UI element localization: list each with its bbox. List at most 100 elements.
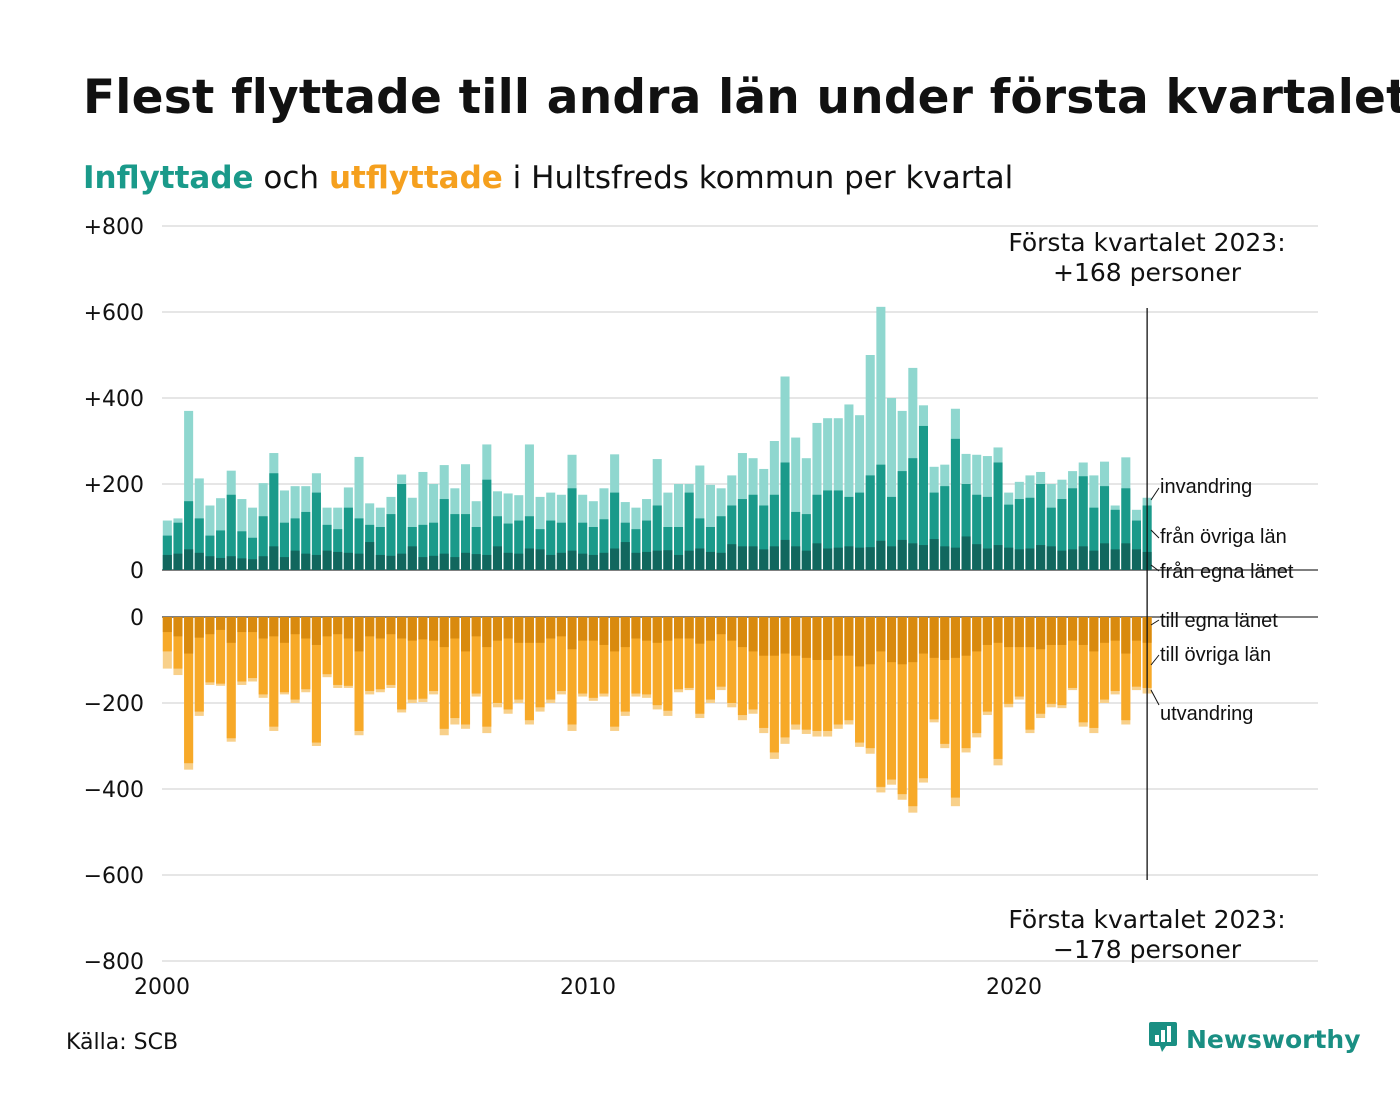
bar-invandring xyxy=(184,410,194,570)
bar-till-ovriga-lan xyxy=(343,617,353,686)
bar-till-egna-lanet xyxy=(503,617,513,639)
bar-till-egna-lanet xyxy=(269,617,279,637)
bar-fran-ovriga-lan xyxy=(748,494,758,570)
bar-invandring xyxy=(876,306,886,570)
bar-till-ovriga-lan xyxy=(1110,617,1120,691)
bar-fran-egna-lanet xyxy=(695,548,705,570)
bar-till-egna-lanet xyxy=(375,617,385,639)
bar-till-egna-lanet xyxy=(620,617,630,648)
bar-till-egna-lanet xyxy=(1089,617,1099,652)
bar-fran-egna-lanet xyxy=(269,546,279,570)
bar-till-egna-lanet xyxy=(674,617,684,639)
bar-till-ovriga-lan xyxy=(1121,617,1131,721)
bar-fran-ovriga-lan xyxy=(258,516,268,570)
bar-fran-egna-lanet xyxy=(429,555,439,570)
bar-fran-ovriga-lan xyxy=(993,462,1003,570)
bar-till-ovriga-lan xyxy=(269,617,279,727)
legend-invandring: invandring xyxy=(1160,476,1252,498)
x-tick-label: 2020 xyxy=(986,975,1042,1000)
bar-fran-ovriga-lan xyxy=(1121,488,1131,570)
bar-till-ovriga-lan xyxy=(248,617,258,679)
bar-till-ovriga-lan xyxy=(205,617,215,683)
bar-fran-egna-lanet xyxy=(546,554,556,570)
legend-leader-line xyxy=(1150,529,1160,539)
bar-invandring xyxy=(354,456,364,570)
bar-fran-egna-lanet xyxy=(301,553,311,570)
bar-till-egna-lanet xyxy=(716,617,726,635)
bar-fran-egna-lanet xyxy=(1121,543,1131,570)
bar-fran-ovriga-lan xyxy=(823,490,833,570)
bar-fran-egna-lanet xyxy=(865,547,875,570)
bar-fran-egna-lanet xyxy=(386,555,396,570)
bar-till-ovriga-lan xyxy=(588,617,598,698)
bar-fran-egna-lanet xyxy=(535,549,545,570)
bar-fran-ovriga-lan xyxy=(546,520,556,570)
bar-fran-ovriga-lan xyxy=(205,535,215,570)
bar-fran-egna-lanet xyxy=(950,547,960,570)
bar-fran-egna-lanet xyxy=(439,553,449,570)
bar-fran-ovriga-lan xyxy=(610,492,620,570)
bar-fran-egna-lanet xyxy=(1057,550,1067,570)
bar-fran-ovriga-lan xyxy=(812,494,822,570)
bar-fran-egna-lanet xyxy=(471,554,481,570)
bar-till-ovriga-lan xyxy=(279,617,289,693)
bar-fran-ovriga-lan xyxy=(855,492,865,570)
bar-till-ovriga-lan xyxy=(663,617,673,711)
bar-till-ovriga-lan xyxy=(823,617,833,731)
bar-till-ovriga-lan xyxy=(333,617,343,685)
bar-invandring xyxy=(791,437,801,570)
bar-fran-egna-lanet xyxy=(716,552,726,570)
bar-till-egna-lanet xyxy=(1036,617,1046,650)
bar-fran-egna-lanet xyxy=(887,546,897,570)
bar-till-ovriga-lan xyxy=(386,617,396,685)
bar-till-ovriga-lan xyxy=(610,617,620,727)
bar-fran-egna-lanet xyxy=(727,544,737,570)
bar-fran-egna-lanet xyxy=(162,554,172,570)
bar-fran-egna-lanet xyxy=(588,554,598,570)
chart-title: Flest flyttade till andra län under förs… xyxy=(83,70,1400,125)
bar-fran-ovriga-lan xyxy=(791,511,801,570)
bar-fran-egna-lanet xyxy=(503,552,513,570)
bar-fran-ovriga-lan xyxy=(1131,520,1141,570)
bar-fran-egna-lanet xyxy=(194,552,204,570)
bar-fran-ovriga-lan xyxy=(311,492,321,570)
bar-fran-ovriga-lan xyxy=(354,518,364,570)
bar-till-egna-lanet xyxy=(684,617,694,639)
bar-till-ovriga-lan xyxy=(652,617,662,706)
bar-fran-ovriga-lan xyxy=(386,514,396,570)
bar-fran-ovriga-lan xyxy=(705,527,715,570)
bar-till-ovriga-lan xyxy=(865,617,875,749)
bar-fran-egna-lanet xyxy=(1100,543,1110,570)
bar-fran-ovriga-lan xyxy=(492,516,502,570)
bar-fran-egna-lanet xyxy=(801,550,811,570)
bar-invandring xyxy=(695,465,705,570)
bar-till-egna-lanet xyxy=(1131,617,1141,641)
bar-fran-ovriga-lan xyxy=(1004,504,1014,570)
bar-till-egna-lanet xyxy=(397,617,407,639)
bar-till-ovriga-lan xyxy=(354,617,364,731)
bar-fran-ovriga-lan xyxy=(184,501,194,570)
bar-fran-ovriga-lan xyxy=(1025,497,1035,570)
bar-till-egna-lanet xyxy=(748,617,758,652)
bar-fran-ovriga-lan xyxy=(929,492,939,570)
bar-till-ovriga-lan xyxy=(418,617,428,699)
bar-till-egna-lanet xyxy=(727,617,737,641)
brand-logo[interactable]: Newsworthy xyxy=(1148,1020,1361,1058)
bar-fran-egna-lanet xyxy=(567,550,577,570)
bar-fran-egna-lanet xyxy=(1004,547,1014,570)
y-tick-label: +600 xyxy=(84,301,144,326)
bar-fran-ovriga-lan xyxy=(940,486,950,570)
bar-till-egna-lanet xyxy=(248,617,258,633)
bar-till-egna-lanet xyxy=(887,617,897,663)
bar-fran-egna-lanet xyxy=(343,552,353,570)
bar-fran-ovriga-lan xyxy=(599,519,609,570)
bar-fran-egna-lanet xyxy=(1036,545,1046,570)
y-tick-label: +800 xyxy=(84,215,144,240)
bar-till-ovriga-lan xyxy=(1068,617,1078,688)
top-annotation-line2: +168 personer xyxy=(1053,258,1242,287)
bar-fran-ovriga-lan xyxy=(333,529,343,570)
bar-till-egna-lanet xyxy=(514,617,524,643)
top-annotation-line1: Första kvartalet 2023: xyxy=(1008,228,1285,257)
bar-till-egna-lanet xyxy=(599,617,609,645)
